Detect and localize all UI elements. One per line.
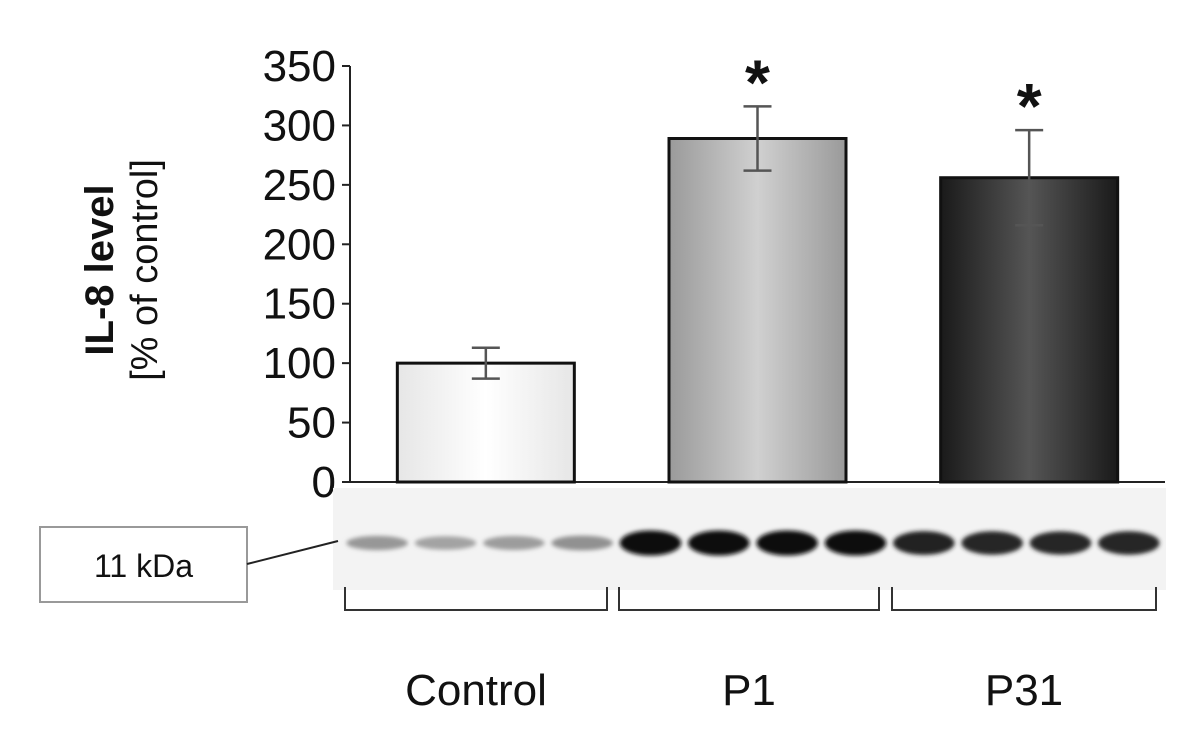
blot-band	[483, 536, 545, 550]
blot-band	[414, 536, 477, 550]
kda-pointer-line	[246, 540, 339, 565]
blot-band	[619, 530, 682, 556]
y-tick-label: 150	[263, 280, 336, 329]
blot-band	[1029, 531, 1092, 555]
y-axis-title: IL-8 level [% of control]	[78, 159, 166, 381]
category-label: P31	[985, 666, 1063, 715]
blot-bands	[346, 530, 1160, 556]
y-axis-ticks: 0 50 100 150 200 250 300 350	[263, 42, 350, 507]
significance-markers: * *	[745, 46, 1042, 142]
blot-band	[346, 535, 408, 551]
error-bar-p31	[1015, 128, 1044, 227]
lane-group-brackets	[344, 587, 1157, 611]
kda-label-box	[39, 526, 248, 603]
category-label: Control	[405, 666, 547, 715]
bars	[395, 137, 1120, 484]
error-bar-control	[471, 346, 500, 380]
y-tick-label: 50	[287, 399, 336, 448]
blot-band	[893, 531, 955, 555]
error-bars	[471, 105, 1044, 380]
bracket-control	[344, 587, 608, 611]
y-tick-label: 0	[312, 458, 336, 507]
error-bar-p1	[743, 105, 772, 172]
blot-band	[961, 531, 1023, 555]
blot-band	[1098, 531, 1160, 555]
bar-p1	[667, 137, 848, 484]
blot-band	[688, 530, 750, 556]
blot-band	[824, 530, 887, 556]
significance-asterisk: *	[745, 46, 770, 118]
kda-label: 11 kDa	[94, 548, 193, 584]
y-tick-label: 100	[263, 339, 336, 388]
y-tick-label: 200	[263, 220, 336, 269]
category-label: P1	[722, 666, 776, 715]
y-tick-label: 300	[263, 101, 336, 150]
bracket-p1	[618, 587, 880, 611]
blot-band	[551, 535, 613, 551]
category-labels: Control P1 P31	[405, 666, 1063, 715]
blot-background	[333, 488, 1166, 590]
bar-control	[395, 361, 576, 484]
y-tick-label: 250	[263, 161, 336, 210]
y-axis-title-unit: [% of control]	[124, 159, 166, 381]
bracket-p31	[891, 587, 1157, 611]
significance-asterisk: *	[1017, 70, 1042, 142]
blot-band	[756, 530, 818, 556]
y-axis-title-main: IL-8 level	[78, 184, 122, 355]
y-tick-label: 350	[263, 42, 336, 91]
